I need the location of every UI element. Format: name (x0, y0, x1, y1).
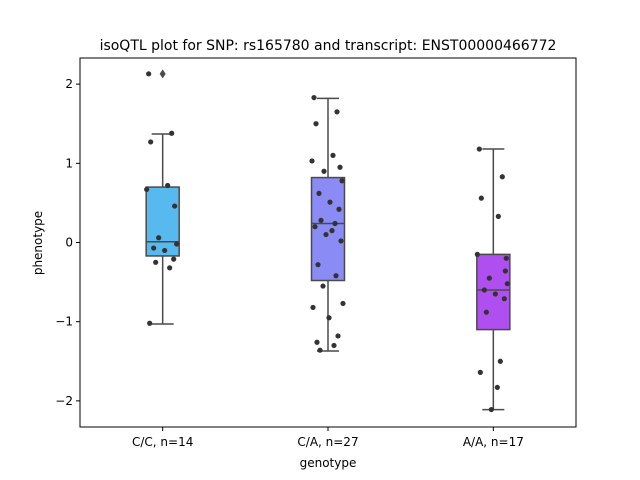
data-point (316, 190, 322, 197)
data-point (167, 265, 173, 271)
data-point (315, 262, 321, 268)
data-point (502, 268, 508, 274)
point-group (144, 71, 510, 413)
y-axis: −2 −1 0 1 2 (55, 77, 80, 408)
x-axis-label: genotype (300, 456, 357, 470)
data-point (340, 300, 346, 307)
outlier-marker (159, 69, 166, 79)
data-point (492, 291, 498, 297)
data-point (311, 94, 317, 101)
data-point (501, 296, 507, 302)
data-point (144, 186, 150, 193)
data-point (329, 228, 335, 234)
plot-frame (79, 57, 577, 428)
data-point (310, 304, 316, 311)
data-point (314, 339, 320, 345)
x-tick-label: C/A, n=27 (297, 435, 358, 449)
data-point (309, 158, 315, 164)
data-point (336, 206, 342, 212)
data-point (156, 235, 162, 241)
data-point (153, 259, 159, 265)
data-point (503, 255, 509, 261)
data-point (497, 358, 503, 364)
data-point (332, 220, 338, 227)
data-point (146, 71, 152, 77)
data-point (148, 139, 154, 145)
data-point (151, 245, 157, 251)
x-tick-label: C/C, n=14 (132, 435, 193, 449)
data-point (320, 283, 326, 289)
data-point (165, 182, 171, 189)
data-point (495, 213, 501, 219)
data-point (312, 224, 318, 230)
data-point (321, 168, 327, 174)
data-point (174, 241, 180, 247)
data-point (333, 273, 339, 279)
data-point (483, 309, 489, 315)
box-body (145, 186, 180, 257)
y-tick-label: 2 (65, 77, 73, 91)
x-tick-label: A/A, n=17 (463, 435, 524, 449)
data-point (171, 256, 177, 262)
data-point (477, 369, 483, 375)
data-point (478, 195, 484, 201)
data-point (339, 178, 345, 184)
y-tick-label: −1 (55, 315, 73, 329)
data-point (474, 251, 480, 257)
y-tick-label: 1 (65, 156, 73, 170)
data-point (147, 320, 153, 326)
x-axis: C/C, n=14 C/A, n=27 A/A, n=17 (132, 427, 524, 449)
data-point (331, 342, 337, 349)
y-tick-label: 0 (65, 236, 73, 250)
data-point (476, 146, 482, 152)
data-point (488, 406, 494, 413)
data-point (318, 217, 324, 223)
y-axis-label: phenotype (31, 211, 45, 275)
box-2 (476, 148, 511, 411)
data-point (169, 130, 175, 136)
data-point (323, 231, 329, 238)
data-point (172, 203, 178, 209)
data-point (327, 199, 333, 205)
data-point (335, 333, 341, 339)
data-point (486, 275, 492, 281)
data-point (330, 152, 336, 158)
data-point (499, 174, 505, 180)
chart-title: isoQTL plot for SNP: rs165780 and transc… (100, 38, 557, 54)
data-point (338, 238, 344, 244)
data-point (494, 384, 500, 391)
data-point (313, 121, 319, 127)
data-point (317, 347, 323, 353)
data-point (504, 281, 510, 287)
data-point (326, 315, 332, 321)
data-point (334, 109, 340, 115)
y-tick-label: −2 (55, 394, 73, 408)
data-point (162, 247, 168, 254)
box-body (476, 253, 511, 331)
data-point (337, 164, 343, 170)
data-point (481, 287, 487, 293)
